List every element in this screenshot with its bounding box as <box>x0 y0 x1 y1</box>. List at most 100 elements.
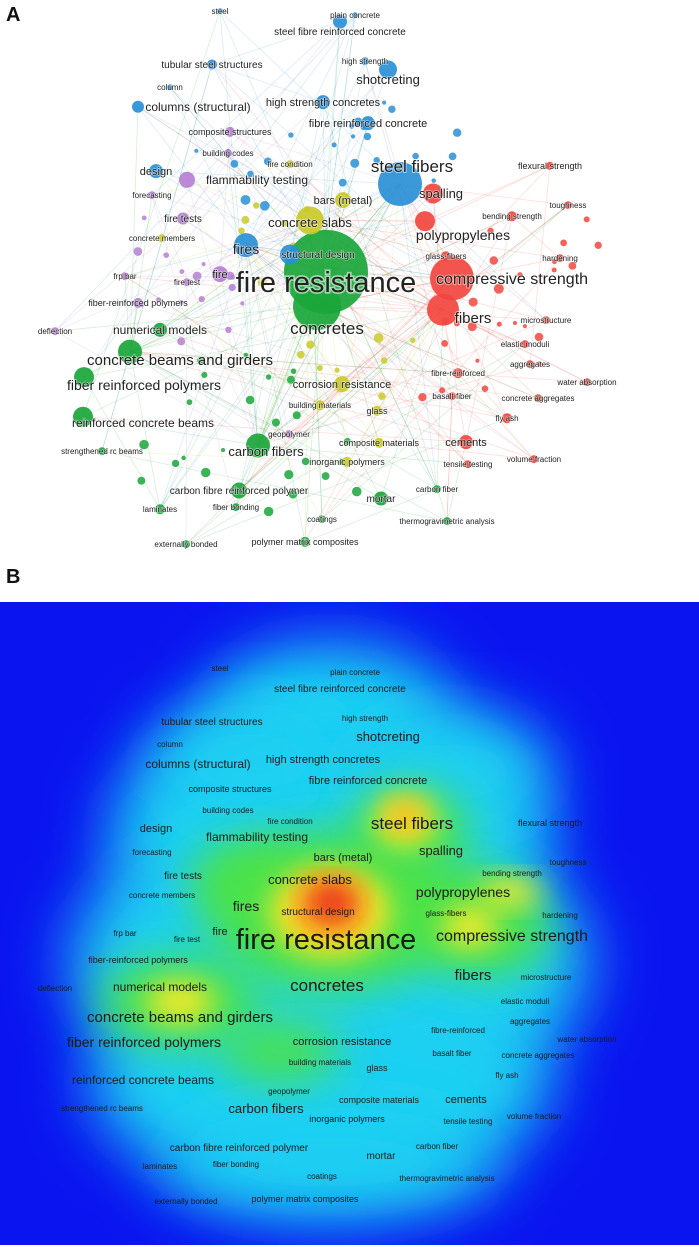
network-edge <box>83 193 434 378</box>
network-node-carbon-fiber <box>433 485 441 494</box>
network-edge <box>316 305 539 399</box>
network-node-minor <box>410 337 416 344</box>
network-edge <box>129 351 508 419</box>
density-label-fibre-reinforced: fibre-reinforced <box>431 1026 485 1035</box>
density-label-reinforced-concrete-beams: reinforced concrete beams <box>72 1073 214 1087</box>
network-edge <box>155 170 401 185</box>
network-node-toughness <box>564 201 572 210</box>
network-label-structural-design: structural design <box>281 250 354 261</box>
network-label-aggregates: aggregates <box>510 360 550 369</box>
network-edge <box>316 305 539 399</box>
network-edge <box>124 275 380 444</box>
network-node-minor <box>468 297 478 307</box>
network-node-minor <box>373 157 380 164</box>
network-node-minor <box>301 457 310 466</box>
network-edge <box>309 220 426 222</box>
density-label-carbon-fibers: carbon fibers <box>228 1101 304 1116</box>
network-node-minor <box>228 283 236 292</box>
network-edge <box>446 396 453 522</box>
network-edge <box>304 488 438 543</box>
network-label-microstructure: microstructure <box>521 316 572 325</box>
network-node-high-strength-concretes <box>316 95 330 110</box>
density-label-flexural-strength: flexural strength <box>518 818 582 828</box>
network-node-fire-test <box>183 278 191 287</box>
network-node-minor <box>378 392 386 400</box>
network-edge <box>129 106 139 352</box>
network-edge <box>238 309 444 491</box>
network-edge <box>457 372 535 460</box>
network-labels: steel plain concrete steel fibre reinforce… <box>37 6 617 549</box>
density-label-cements: cements <box>445 1094 487 1106</box>
network-node-volume-fraction <box>530 455 538 464</box>
network-node-hardening <box>556 254 564 263</box>
network-node-minor <box>163 252 170 259</box>
network-node-minor <box>338 178 347 187</box>
network-node-elastic-moduli <box>521 340 529 349</box>
density-label-steel-fibers: steel fibers <box>371 814 453 833</box>
network-edge <box>83 152 229 378</box>
network-node-minor <box>594 241 602 249</box>
density-label-columns-structural: columns (structural) <box>145 757 250 771</box>
network-node-carbon-fibers <box>246 433 270 458</box>
network-node-externally-bonded <box>182 540 190 549</box>
network-edge <box>346 309 444 463</box>
density-label-steel-fibre-reinforced-concrete: steel fibre reinforced concrete <box>274 684 406 695</box>
network-node-polypropylenes <box>415 211 435 232</box>
network-edge <box>124 275 380 444</box>
network-node-minor <box>321 472 330 481</box>
network-label-polymer-matrix-composites: polymer matrix composites <box>251 537 359 547</box>
network-node-fiber-reinforced-polymers <box>74 367 94 388</box>
network-label-cements: cements <box>445 437 487 449</box>
network-label-corrosion-resistance: corrosion resistance <box>293 379 391 391</box>
network-label-fibre-reinforced-concrete: fibre reinforced concrete <box>309 118 428 130</box>
network-node-columns-structural <box>132 100 144 113</box>
network-label-mortar: mortar <box>367 494 397 505</box>
network-node-minor <box>238 227 245 234</box>
network-edge <box>159 69 389 331</box>
network-node-tensile-testing <box>464 460 472 469</box>
density-label-laminates: laminates <box>143 1162 177 1171</box>
network-node-minor <box>439 387 446 394</box>
density-label-mortar: mortar <box>367 1151 397 1162</box>
network-edge <box>364 61 453 397</box>
density-label-concretes: concretes <box>290 976 364 995</box>
density-label-frp-bar: frp bar <box>113 929 136 938</box>
network-edge <box>185 417 508 545</box>
network-edge <box>424 220 547 321</box>
network-edge <box>289 163 539 399</box>
network-node-minor <box>201 371 208 379</box>
network-label-fires: fires <box>233 241 259 257</box>
network-visualization: steel plain concrete steel fibre reinforce… <box>37 6 617 549</box>
network-node-minor <box>388 105 396 113</box>
network-node-fly-ash <box>502 413 512 424</box>
network-edge <box>137 106 444 311</box>
network-node-frp-bar <box>121 272 129 281</box>
density-label-fire-tests: fire tests <box>164 871 202 882</box>
network-edge <box>245 244 459 374</box>
density-label-structural-design: structural design <box>281 907 354 918</box>
network-node-spalling <box>423 183 443 204</box>
density-visualization: steel plain concrete steel fibre reinforce… <box>0 602 699 1245</box>
network-edge <box>245 244 453 397</box>
network-label-flammability-testing: flammability testing <box>206 173 308 187</box>
network-node-minor <box>418 392 427 402</box>
density-label-concrete-beams-and-girders: concrete beams and girders <box>87 1009 273 1026</box>
network-edge <box>182 21 341 219</box>
network-node-fiber-bonding <box>232 503 240 512</box>
density-region-low <box>160 1107 500 1217</box>
network-node-high-strength <box>361 57 369 66</box>
network-edge <box>219 274 259 446</box>
network-edge <box>376 309 444 412</box>
network-label-steel: steel <box>212 7 229 16</box>
density-label-fires: fires <box>233 898 259 914</box>
density-label-elastic-moduli: elastic moduli <box>501 997 550 1006</box>
network-edge <box>151 195 237 508</box>
network-edge <box>83 14 356 378</box>
network-label-coatings: coatings <box>307 515 337 524</box>
network-edge <box>257 204 569 446</box>
network-label-volume-fraction: volume fraction <box>507 455 561 464</box>
network-node-minor <box>537 361 542 367</box>
density-label-polypropylenes: polypropylenes <box>416 884 510 900</box>
network-node-minor <box>290 368 297 375</box>
density-label-water-absorption: water absorption <box>556 1035 616 1044</box>
